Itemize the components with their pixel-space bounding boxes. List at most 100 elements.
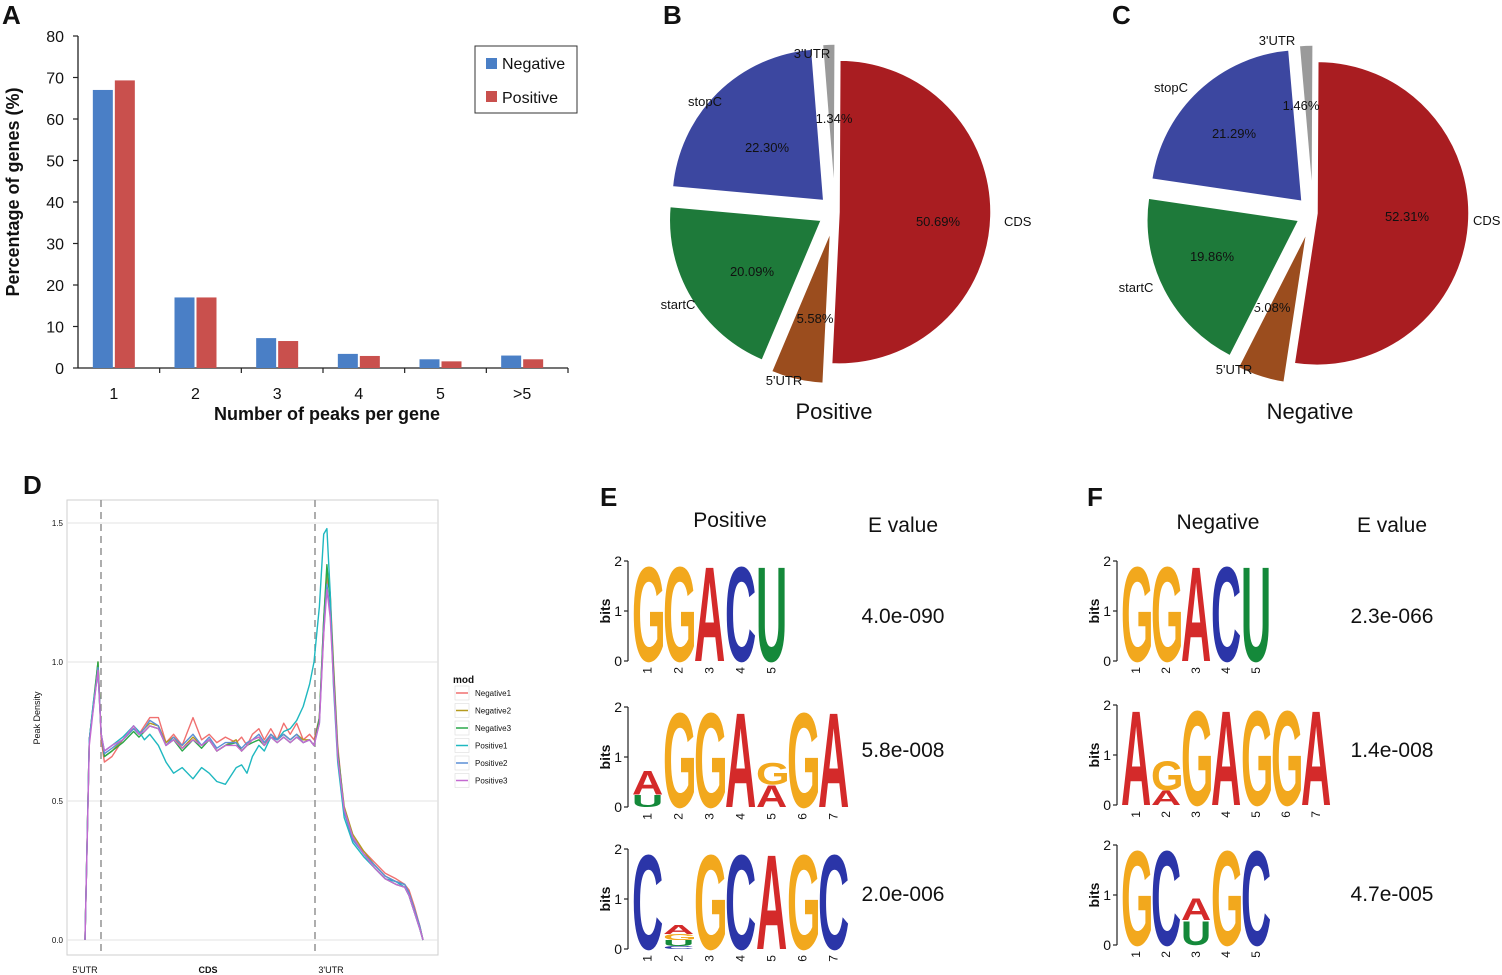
density-legend-label: Positive1 xyxy=(475,742,508,751)
logo-y-tick-label: 0 xyxy=(614,941,622,957)
logo-position-label: 3 xyxy=(1189,811,1203,818)
logo-position-label: 4 xyxy=(1219,951,1233,958)
logo-y-tick-label: 0 xyxy=(614,799,622,815)
logo-letter-C: C xyxy=(725,540,756,691)
density-legend-label: Positive3 xyxy=(475,777,508,786)
pie-value-label: 20.09% xyxy=(730,264,775,279)
logo-position-label: 4 xyxy=(1219,667,1233,674)
logo-position-label: 5 xyxy=(1249,951,1263,958)
density-legend-label: Negative2 xyxy=(475,707,512,716)
logo-position-label: 7 xyxy=(827,813,841,820)
logo-position-label: 2 xyxy=(1159,667,1173,674)
logo-letter-G: G xyxy=(1181,683,1214,834)
logo-y-tick-label: 2 xyxy=(614,553,622,569)
logo-letter-G: G xyxy=(632,540,666,691)
logo-letter-U: U xyxy=(632,791,663,810)
logo-y-tick-label: 0 xyxy=(1103,653,1111,669)
logo-letter-G: G xyxy=(694,828,728,975)
logo-letter-G: G xyxy=(1121,823,1154,974)
logo-letter-G: G xyxy=(663,933,697,942)
motif-header-negative: Negative xyxy=(1177,511,1260,534)
pie-chart-negative: Negative 52.31% CDS 5.08% 5'UTR 19.86% startC… xyxy=(1119,33,1501,424)
logo-letter-U: U xyxy=(1181,914,1211,953)
x-axis-title: Number of peaks per gene xyxy=(214,404,440,424)
pie-name-label: 3'UTR xyxy=(794,46,830,61)
panel-letter-a: A xyxy=(2,0,21,30)
legend-label-positive: Positive xyxy=(502,90,558,107)
panel-letter-e: E xyxy=(600,482,617,512)
legend-swatch-negative xyxy=(486,58,497,69)
logo-position-label: 5 xyxy=(765,667,779,674)
logo-letter-C: C xyxy=(725,828,756,975)
panel-letter-c: C xyxy=(1112,0,1131,30)
y-tick-label: 30 xyxy=(46,237,64,254)
logo-letter-A: A xyxy=(1211,683,1241,834)
pie-value-label: 50.69% xyxy=(916,214,961,229)
bar-positive-5 xyxy=(441,361,462,368)
logo-bits-label: bits xyxy=(597,598,613,623)
logo-y-tick-label: 1 xyxy=(1103,747,1111,763)
logo-y-tick-label: 1 xyxy=(1103,887,1111,903)
logo-position-label: 5 xyxy=(765,813,779,820)
pie-slice-stopc xyxy=(671,48,825,202)
pie-title-negative: Negative xyxy=(1267,399,1354,424)
bar-positive->5 xyxy=(523,359,544,368)
logo-letter-A: A xyxy=(756,828,787,975)
pie-value-label: 1.34% xyxy=(816,111,853,126)
logo-position-label: 5 xyxy=(1249,811,1263,818)
legend-label-negative: Negative xyxy=(502,56,565,73)
pie-slice-5utr xyxy=(1237,231,1308,384)
bar-positive-2 xyxy=(196,297,217,368)
logo-position-label: 4 xyxy=(1219,811,1233,818)
evalue-positive-2: 5.8e-008 xyxy=(862,739,945,762)
x-tick-label: 1 xyxy=(109,386,118,403)
logo-letter-A: A xyxy=(725,686,756,837)
bar-positive-4 xyxy=(359,355,380,368)
panel-letter-f: F xyxy=(1087,482,1103,512)
motif-panel-positive: Positive E value 4.0e-090 5.8e-008 2.0e-… xyxy=(597,509,944,975)
logo-letter-A: A xyxy=(663,923,694,937)
density-chart: Peak Density 5'UTR CDS 3'UTR mod 0.0 0.5 1… xyxy=(32,499,512,975)
logo-position-label: 6 xyxy=(796,813,810,820)
logo-letter-C: C xyxy=(818,828,849,975)
logo-bits-label: bits xyxy=(1086,742,1102,767)
logo-letter-A: A xyxy=(756,779,787,814)
y-tick-label: 40 xyxy=(46,195,64,212)
logo-letter-C: C xyxy=(1211,539,1241,690)
logo-position-label: 6 xyxy=(796,955,810,962)
pie-slice-cds xyxy=(1293,60,1470,367)
x-tick-label: 5 xyxy=(436,386,445,403)
logo-y-tick-label: 0 xyxy=(614,653,622,669)
logo-letter-G: G xyxy=(756,756,790,791)
density-legend-title: mod xyxy=(453,675,474,686)
logo-position-label: 7 xyxy=(1309,811,1323,818)
pie-name-label: 5'UTR xyxy=(1216,362,1252,377)
pie-name-label: stopC xyxy=(1154,80,1188,95)
density-line-positive1 xyxy=(84,527,424,941)
density-x-label-cds: CDS xyxy=(198,965,217,975)
bar-negative-3 xyxy=(256,338,277,368)
pie-value-label: 19.86% xyxy=(1190,249,1235,264)
panel-letter-b: B xyxy=(663,0,682,30)
density-y-tick-label: 1.5 xyxy=(52,519,64,528)
bar-positive-3 xyxy=(278,341,299,368)
bar-chart: Percentage of genes (%) Number of peaks … xyxy=(3,29,578,424)
density-legend-label: Positive2 xyxy=(475,759,508,768)
density-legend-label: Negative1 xyxy=(475,689,512,698)
bar-negative-2 xyxy=(174,297,195,368)
evalue-positive-3: 2.0e-006 xyxy=(862,883,945,906)
logo-position-label: 5 xyxy=(1249,667,1263,674)
density-legend-label: Negative3 xyxy=(475,724,512,733)
pie-value-label: 22.30% xyxy=(745,140,790,155)
logo-y-tick-label: 1 xyxy=(614,891,622,907)
logo-letter-G: G xyxy=(1241,683,1274,834)
evalue-negative-1: 2.3e-066 xyxy=(1351,605,1434,628)
logo-position-label: 2 xyxy=(672,667,686,674)
logo-letter-G: G xyxy=(1121,539,1154,690)
logo-y-tick-label: 2 xyxy=(614,699,622,715)
y-tick-label: 70 xyxy=(46,71,64,88)
logo-letter-U: U xyxy=(756,540,787,691)
logo-position-label: 1 xyxy=(1129,667,1143,674)
logo-position-label: 3 xyxy=(1189,667,1203,674)
motif-panel-negative: Negative E value 2.3e-066 1.4e-008 4.7e-… xyxy=(1086,511,1433,975)
